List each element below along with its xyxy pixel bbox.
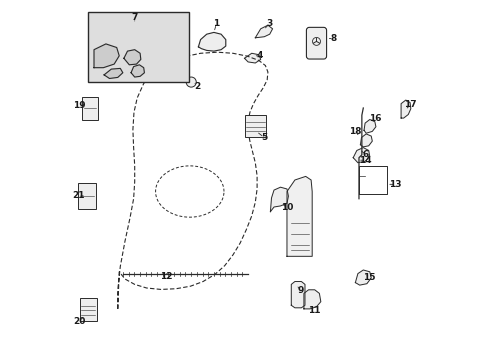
Text: 6: 6 xyxy=(362,150,368,159)
Text: 8: 8 xyxy=(330,34,336,43)
Text: 1: 1 xyxy=(213,19,219,28)
Polygon shape xyxy=(360,134,371,147)
Text: 4: 4 xyxy=(256,51,263,60)
Bar xyxy=(78,183,96,209)
Polygon shape xyxy=(286,176,311,256)
Polygon shape xyxy=(244,53,260,63)
Polygon shape xyxy=(291,282,305,308)
Polygon shape xyxy=(123,50,141,65)
Text: 21: 21 xyxy=(72,192,84,200)
Circle shape xyxy=(186,77,196,87)
Text: 11: 11 xyxy=(308,306,320,315)
Text: 15: 15 xyxy=(363,274,375,282)
Text: 16: 16 xyxy=(368,113,381,122)
Text: 2: 2 xyxy=(193,82,200,91)
Text: 10: 10 xyxy=(280,203,293,212)
Polygon shape xyxy=(303,290,320,309)
Text: 12: 12 xyxy=(160,272,173,281)
Text: 17: 17 xyxy=(404,100,416,109)
Bar xyxy=(80,298,97,321)
Bar xyxy=(244,115,265,137)
Text: 14: 14 xyxy=(358,156,371,165)
Text: 19: 19 xyxy=(73,100,86,109)
Polygon shape xyxy=(355,270,370,285)
Polygon shape xyxy=(198,32,225,51)
Text: 3: 3 xyxy=(266,19,272,28)
Text: 20: 20 xyxy=(73,317,85,325)
Bar xyxy=(88,12,188,82)
Polygon shape xyxy=(363,120,375,133)
Polygon shape xyxy=(94,44,119,68)
FancyBboxPatch shape xyxy=(306,27,326,59)
Bar xyxy=(81,97,98,120)
Polygon shape xyxy=(131,65,144,77)
Polygon shape xyxy=(270,187,288,212)
Polygon shape xyxy=(352,148,369,163)
Text: 7: 7 xyxy=(131,13,138,22)
Text: 18: 18 xyxy=(348,127,361,136)
Polygon shape xyxy=(400,100,410,118)
Text: 5: 5 xyxy=(261,133,267,142)
Polygon shape xyxy=(104,68,122,78)
Polygon shape xyxy=(255,25,272,38)
Text: 13: 13 xyxy=(388,180,401,189)
Text: 9: 9 xyxy=(297,286,303,295)
